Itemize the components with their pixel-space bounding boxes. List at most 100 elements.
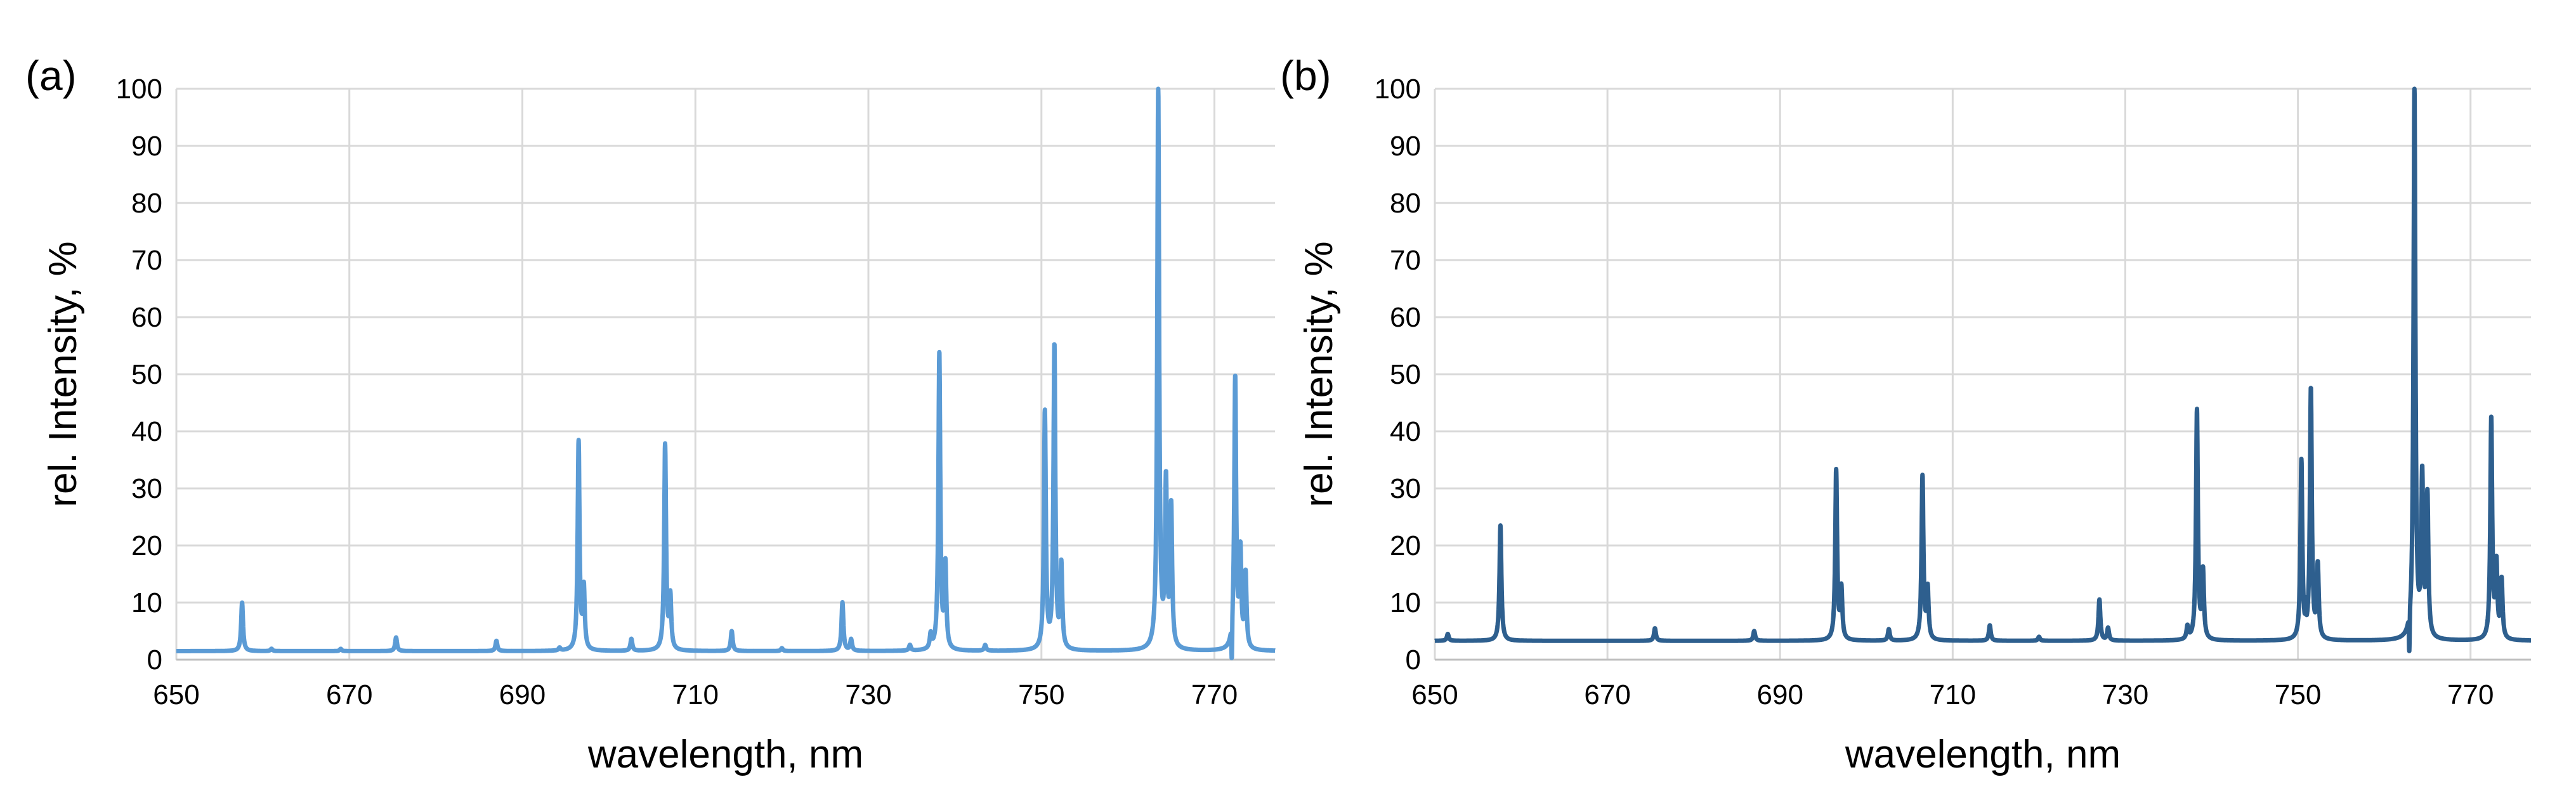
peak-point [581,589,586,594]
peak-point [2494,566,2499,571]
peak-point [2425,497,2430,502]
peak-point [2097,598,2102,603]
x-tick-label: 670 [326,679,372,710]
peak-point [2412,86,2417,91]
x-tick-label: 750 [2275,679,2321,710]
chart-panel-b: 0 10 20 30 40 50 60 70 80 90 100 650 670 690 710 730 750… [1280,52,2534,776]
y-tick-label: 100 [1375,74,1421,105]
peak-point [2036,634,2041,639]
peak-point [1052,346,1057,351]
y-tick-label: 10 [131,587,162,618]
peak-point [663,443,668,448]
y-tick-label: 40 [1390,416,1421,447]
y-tick-label: 60 [1390,302,1421,333]
y-axis-label: rel. Intensity, % [41,241,85,507]
peak-point [494,638,499,643]
peak-point [1156,86,1161,91]
peak-point [1168,509,1174,514]
peak-point [937,352,942,357]
peak-point [2499,580,2504,585]
y-tick-label: 50 [1390,359,1421,390]
y-tick-label: 10 [1390,587,1421,618]
peak-point [729,629,735,634]
y-tick-label: 100 [116,74,162,105]
peak-point [1987,623,1992,628]
y-tick-label: 30 [1390,473,1421,504]
y-tick-label: 80 [131,188,162,219]
peak-point [780,646,785,651]
peak-point [2185,626,2190,631]
peak-point [2420,480,2425,485]
peak-point [1163,486,1168,491]
x-axis-label: wavelength, nm [587,733,863,776]
x-tick-label: 710 [672,679,719,710]
peak-point [2308,389,2313,394]
x-tick-label: 730 [845,679,891,710]
peak-point [2315,566,2320,571]
peak-point [629,637,634,642]
peak-point [240,600,245,605]
peak-point [1042,412,1047,417]
y-tick-label: 70 [1390,245,1421,276]
peak-point [1238,554,1243,559]
peak-point [557,646,562,651]
x-tick-label: 770 [2447,679,2494,710]
y-tick-label: 40 [131,416,162,447]
panel-label: (b) [1280,52,1331,99]
peak-point [2105,626,2110,631]
spectrum-line [174,86,1278,660]
peak-point [943,566,948,571]
y-tick-label: 30 [131,473,162,504]
y-tick-label: 0 [147,644,162,676]
chart-panel-a: 0 10 20 30 40 50 60 70 80 90 100 650 670 690 710 730 750… [25,52,1278,776]
peak-point [1839,589,1844,594]
peak-point [1834,469,1839,474]
peak-point [1886,627,1892,632]
peak-point [2200,572,2206,577]
x-tick-label: 710 [1930,679,1976,710]
peak-point [928,634,933,639]
peak-point [1445,632,1450,637]
peak-point [393,635,398,640]
y-tick-label: 50 [131,359,162,390]
spectrum-line [1432,86,2534,653]
y-tick-label: 70 [131,245,162,276]
y-tick-label: 20 [131,530,162,561]
peak-point [338,646,343,651]
peak-point [269,646,274,651]
y-tick-label: 20 [1390,530,1421,561]
x-tick-label: 690 [1757,679,1803,710]
peak-point [2488,417,2494,422]
y-tick-label: 60 [131,302,162,333]
peak-point [1920,474,1925,480]
peak-point [2194,409,2199,414]
peak-point [1232,377,1238,382]
peak-point [1498,523,1503,528]
peak-point [1243,575,1248,580]
x-tick-label: 650 [1411,679,1458,710]
y-axis-label: rel. Intensity, % [1297,241,1341,507]
peak-point [907,643,912,648]
peak-point [1652,626,1657,631]
peak-point [576,440,581,445]
x-tick-label: 750 [1018,679,1064,710]
x-axis-label: wavelength, nm [1845,733,2121,776]
x-tick-label: 650 [153,679,199,710]
peak-point [849,637,854,643]
x-tick-label: 730 [2102,679,2148,710]
y-tick-label: 0 [1406,644,1421,676]
y-tick-label: 90 [131,131,162,162]
peak-point [1925,589,1930,594]
panel-label: (a) [25,52,77,99]
peak-point [668,598,673,603]
peak-point [1751,629,1756,634]
y-tick-label: 80 [1390,188,1421,219]
y-tick-label: 90 [1390,131,1421,162]
x-tick-label: 690 [499,679,546,710]
x-tick-label: 670 [1584,679,1630,710]
peak-point [2299,461,2304,466]
peak-point [983,643,988,648]
peak-point [1059,566,1064,571]
x-tick-label: 770 [1191,679,1238,710]
